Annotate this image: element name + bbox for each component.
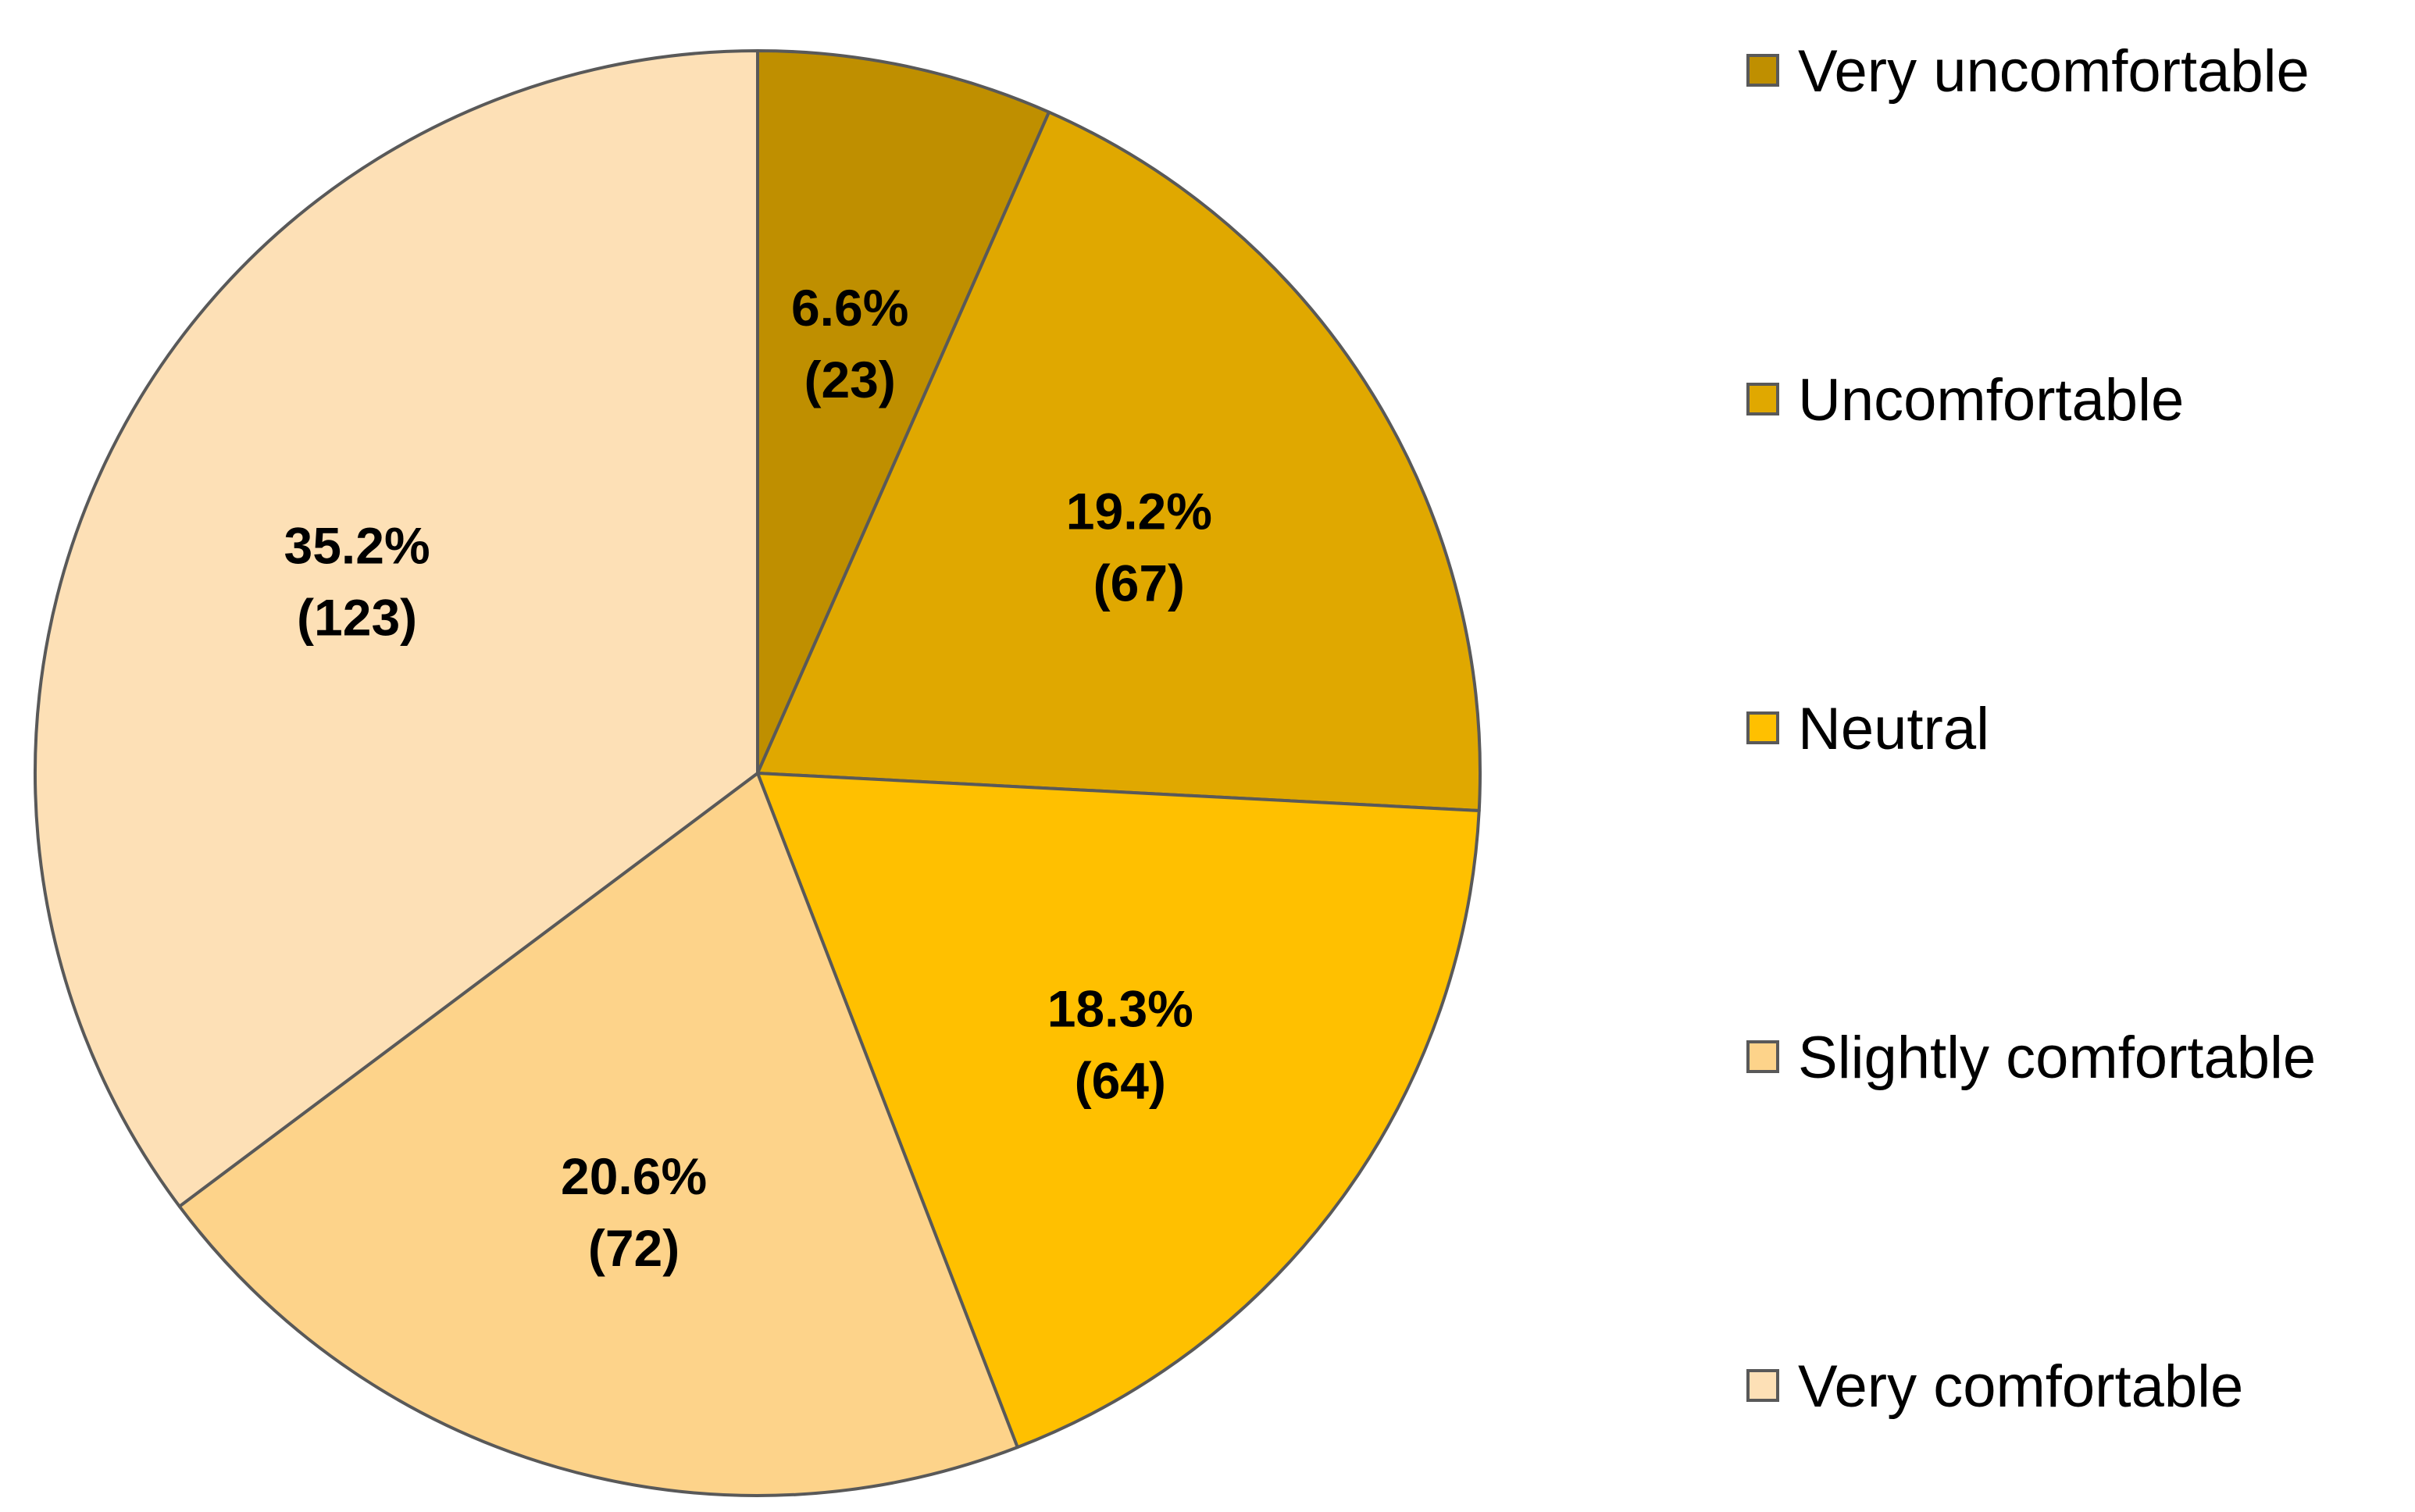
legend-label-slightly-comfortable: Slightly comfortable	[1798, 1025, 2316, 1091]
slice-percent-label: 35.2%	[284, 516, 430, 574]
legend-swatch-neutral	[1746, 711, 1779, 744]
pie-slice-neutral	[756, 772, 1481, 1450]
slice-percent-label: 18.3%	[1047, 980, 1193, 1038]
legend-swatch-uncomfortable	[1746, 383, 1779, 415]
legend-swatch-very-uncomfortable	[1746, 54, 1779, 87]
slice-percent-label: 20.6%	[561, 1147, 707, 1205]
pie-slice-very-comfortable	[34, 49, 759, 1208]
slice-count-label: (67)	[1093, 554, 1185, 612]
slice-percent-label: 6.6%	[791, 279, 908, 337]
legend-label-very-comfortable: Very comfortable	[1798, 1353, 2243, 1420]
pie-slice-labels: 6.6% (23) 19.2% (67) 18.3% (64) 20.6% (72) 35.2%…	[284, 279, 1212, 1277]
slice-percent-label: 19.2%	[1066, 482, 1212, 540]
pie-slice-very-uncomfortable	[756, 49, 1051, 775]
legend-swatch-very-comfortable	[1746, 1369, 1779, 1402]
legend-swatch-slightly-comfortable	[1746, 1040, 1779, 1073]
legend-label-uncomfortable: Uncomfortable	[1798, 367, 2184, 433]
slice-count-label: (64)	[1075, 1052, 1166, 1110]
legend-label-very-uncomfortable: Very uncomfortable	[1798, 38, 2310, 105]
pie-slices	[34, 49, 1482, 1497]
pie-slice-slightly-comfortable	[177, 772, 1019, 1497]
slice-count-label: (23)	[804, 351, 895, 408]
slice-count-label: (72)	[588, 1219, 680, 1277]
slice-count-label: (123)	[297, 588, 417, 646]
legend-label-neutral: Neutral	[1798, 696, 1989, 762]
chart-legend: Very uncomfortable Uncomfortable Neutral Sl…	[1746, 38, 2316, 1420]
pie-slice-uncomfortable	[756, 110, 1482, 812]
